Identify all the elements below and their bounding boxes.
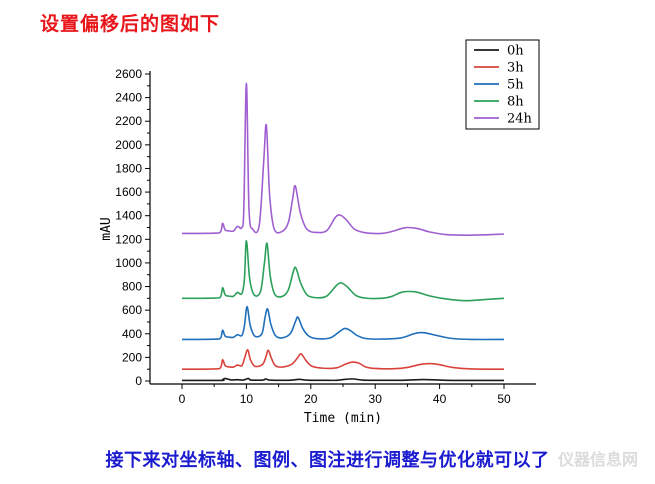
x-tick-label: 40 bbox=[433, 392, 447, 406]
y-tick-label: 1600 bbox=[115, 185, 142, 199]
legend-label-5h: 5h bbox=[507, 78, 524, 93]
y-tick-label: 800 bbox=[122, 280, 142, 294]
y-tick-label: 200 bbox=[122, 350, 142, 364]
y-tick-label: 2400 bbox=[115, 91, 142, 105]
series-line-24h bbox=[181, 82, 505, 236]
x-tick-label: 20 bbox=[304, 392, 318, 406]
series-line-0h bbox=[181, 377, 504, 382]
y-tick-label: 1400 bbox=[115, 209, 142, 223]
watermark: 仪器信息网 bbox=[558, 450, 639, 469]
chromatogram-chart: 0 10 20 30 40 50 0 200 400 600 800 1000 1200 1400 160… bbox=[99, 39, 540, 426]
series-line-3h bbox=[181, 348, 505, 370]
legend-items: 0h 3h 5h 8h 24h bbox=[474, 44, 533, 127]
legend-label-3h: 3h bbox=[507, 61, 524, 76]
y-tick-label: 1000 bbox=[115, 256, 142, 270]
series-line-8h bbox=[181, 239, 505, 302]
x-tick-label: 30 bbox=[369, 392, 383, 406]
x-tick-label: 10 bbox=[240, 392, 254, 406]
x-axis-ticks: 0 10 20 30 40 50 bbox=[179, 384, 511, 406]
page-heading: 设置偏移后的图如下 bbox=[40, 13, 221, 35]
y-tick-label: 400 bbox=[122, 327, 142, 341]
y-tick-label: 1800 bbox=[115, 161, 142, 175]
y-axis-ticks: 0 200 400 600 800 1000 1200 1400 1600 1800 2000 220… bbox=[115, 67, 150, 388]
y-tick-label: 2600 bbox=[115, 67, 142, 81]
x-tick-label: 50 bbox=[497, 392, 511, 406]
legend-label-8h: 8h bbox=[507, 95, 524, 110]
footer-caption: 接下来对坐标轴、图例、图注进行调整与优化就可以了 bbox=[105, 450, 550, 471]
y-tick-label: 2200 bbox=[115, 114, 142, 128]
y-tick-label: 600 bbox=[122, 303, 142, 317]
legend-label-24h: 24h bbox=[507, 112, 533, 127]
y-tick-label: 1200 bbox=[115, 232, 142, 246]
legend: 0h 3h 5h 8h 24h bbox=[465, 39, 540, 130]
y-tick-label: 0 bbox=[135, 374, 142, 388]
series-line-5h bbox=[181, 305, 505, 341]
x-tick-label: 0 bbox=[179, 392, 186, 406]
x-axis-title: Time (min) bbox=[304, 411, 382, 426]
legend-label-0h: 0h bbox=[507, 44, 524, 59]
y-axis-title: mAU bbox=[99, 217, 114, 240]
series-lines bbox=[181, 82, 505, 382]
y-tick-label: 2000 bbox=[115, 138, 142, 152]
